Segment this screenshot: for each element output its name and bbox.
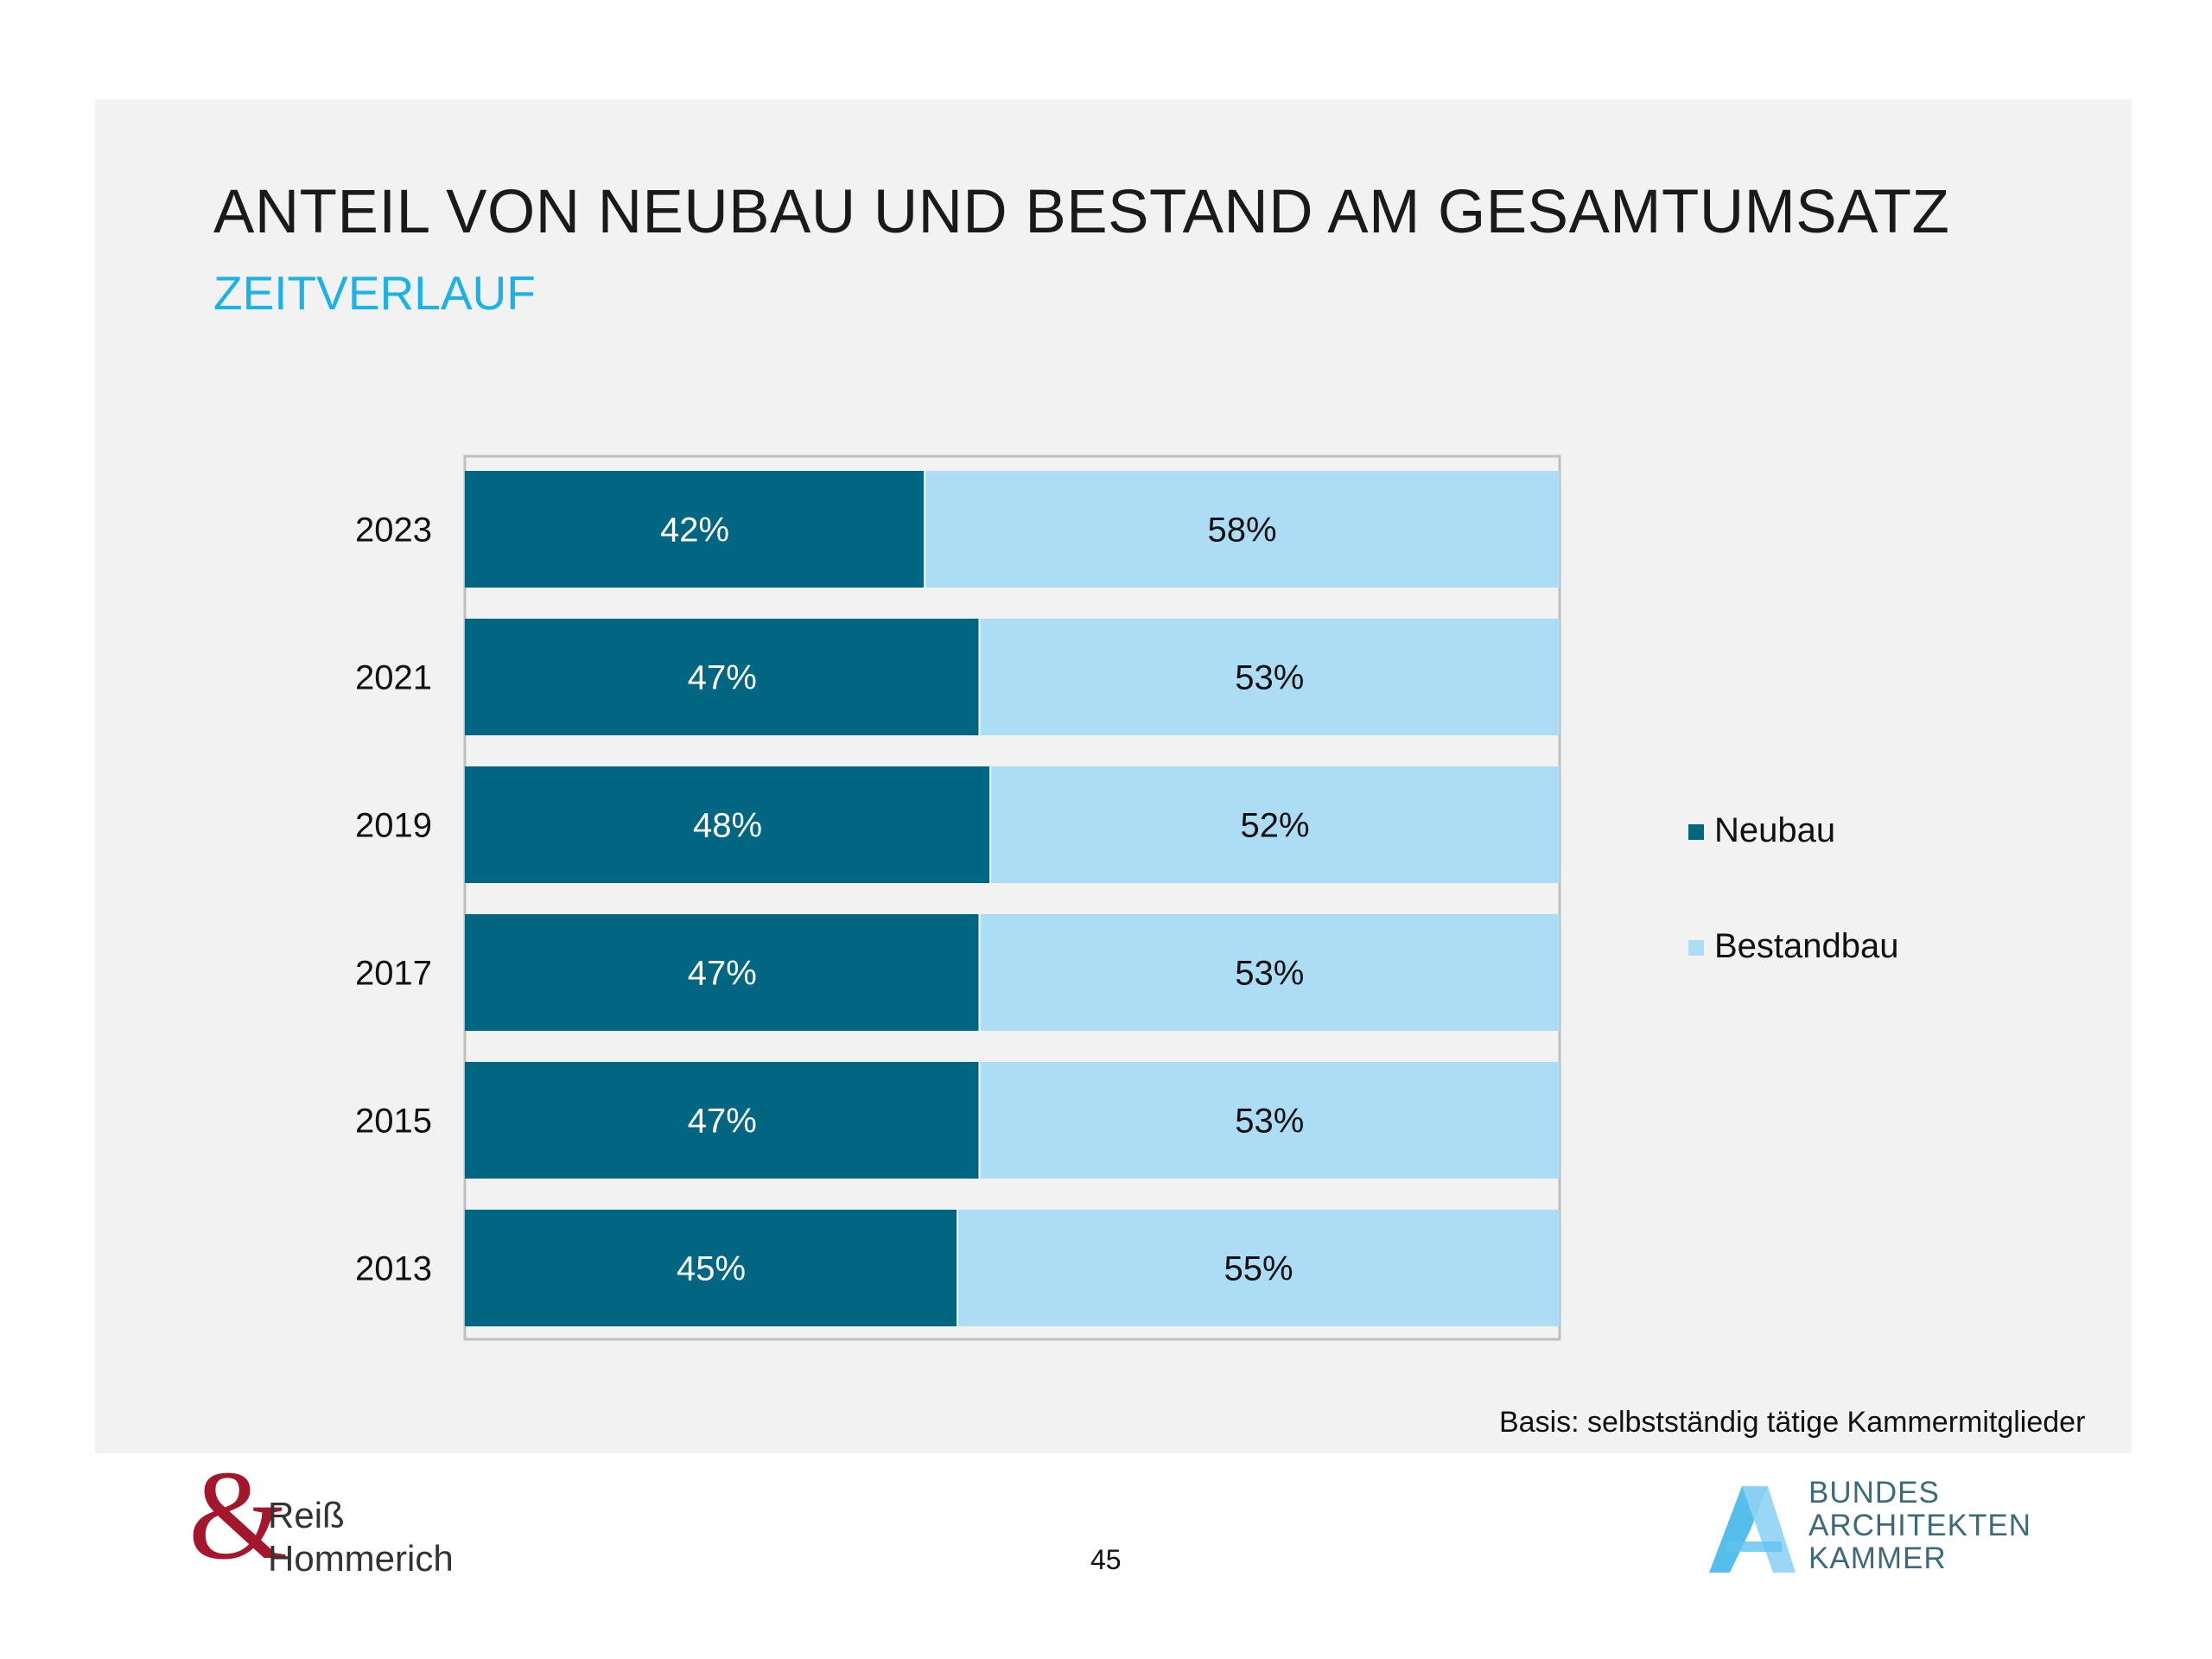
bar-neubau-2023 (465, 471, 925, 588)
a-logo-icon (1709, 1486, 1796, 1573)
y-tick-label: 2019 (355, 807, 432, 845)
data-label: 48% (693, 807, 762, 845)
bar-neubau-2013 (465, 1210, 958, 1326)
data-label: 47% (688, 659, 757, 697)
bar-neubau-2021 (465, 619, 980, 735)
y-tick-label: 2021 (355, 659, 432, 697)
bar-bestandbau-2019 (990, 766, 1560, 883)
data-label: 42% (660, 512, 729, 550)
logo-right-line3: KAMMER (1808, 1541, 1947, 1575)
data-label: 52% (1241, 807, 1310, 845)
page-title: ANTEIL VON NEUBAU UND BESTAND AM GESAMTU… (213, 178, 1950, 246)
data-label: 55% (1224, 1250, 1294, 1288)
logo-right-line1: BUNDES (1808, 1476, 1940, 1510)
y-tick-label: 2013 (355, 1250, 432, 1288)
bar-bestandbau-2021 (979, 619, 1560, 735)
y-tick-label: 2023 (355, 512, 432, 550)
page-number: 45 (1090, 1544, 1122, 1575)
bar-neubau-2017 (465, 914, 980, 1031)
bar-bestandbau-2023 (925, 471, 1560, 588)
bar-bestandbau-2015 (979, 1062, 1560, 1179)
reiss-hommerich-logo: & Reiß Hommerich (188, 1452, 465, 1580)
logo-left-line1: Reiß (268, 1495, 345, 1535)
bar-bestandbau-2017 (979, 914, 1560, 1031)
data-label: 47% (688, 955, 757, 993)
plot-frame (463, 454, 1561, 1341)
bar-neubau-2015 (465, 1062, 980, 1179)
logo-right-line2: ARCHITEKTEN (1808, 1509, 2031, 1542)
data-label: 47% (688, 1103, 757, 1141)
page-subtitle: ZEITVERLAUF (213, 266, 536, 320)
data-label: 58% (1208, 512, 1277, 550)
bar-neubau-2019 (465, 766, 991, 883)
y-tick-label: 2017 (355, 955, 432, 993)
bar-bestandbau-2013 (957, 1210, 1560, 1326)
legend-label-bestandbau: Bestandbau (1714, 927, 1899, 965)
ampersand-logo-icon: & (188, 1445, 289, 1586)
data-label: 53% (1235, 659, 1304, 697)
data-label: 53% (1235, 1103, 1304, 1141)
footnote: Basis: selbstständig tätige Kammermitgli… (1499, 1406, 2086, 1439)
y-tick-label: 2015 (355, 1103, 432, 1141)
data-label: 45% (677, 1250, 746, 1288)
logo-left-line2: Hommerich (268, 1538, 454, 1579)
legend-swatch-bestandbau (1688, 940, 1704, 956)
bundesarchitektenkammer-logo: BUNDES ARCHITEKTEN KAMMER (1700, 1476, 2046, 1580)
legend-label-neubau: Neubau (1714, 811, 1835, 849)
legend-swatch-neubau (1688, 824, 1704, 840)
data-label: 53% (1235, 955, 1304, 993)
